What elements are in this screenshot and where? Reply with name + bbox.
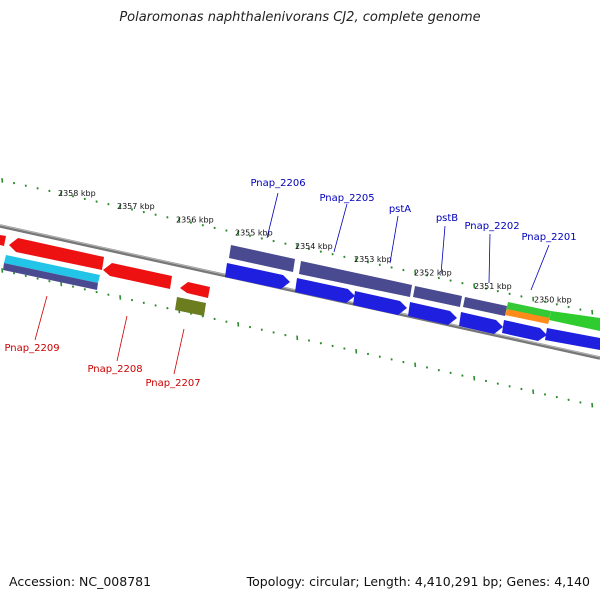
reverse-gene-band	[3, 255, 206, 316]
cds-arrow-reverse[interactable]	[180, 282, 210, 298]
kbp-label: 2350 kbp	[534, 295, 572, 304]
cds-feature-orange[interactable]	[505, 309, 550, 324]
cds-arrow[interactable]	[295, 278, 355, 303]
gene-label[interactable]: Pnap_2202	[464, 221, 519, 232]
cds-arrow[interactable]	[502, 320, 547, 341]
gene-feature-olive[interactable]	[175, 297, 206, 316]
gene-feature[interactable]	[299, 261, 412, 297]
inner-tick-ring	[1, 268, 594, 408]
cds-arrow[interactable]	[459, 312, 503, 334]
cds-arrow[interactable]	[225, 263, 290, 289]
kbp-label: 2356 kbp	[176, 215, 214, 224]
gene-label[interactable]: Pnap_2206	[250, 178, 305, 189]
gene-label[interactable]: pstB	[436, 213, 458, 224]
cds-arrow[interactable]	[408, 302, 457, 325]
gene-label[interactable]: pstA	[389, 204, 411, 215]
gene-feature-green[interactable]	[549, 311, 600, 331]
kbp-label: 2351 kbp	[474, 282, 512, 291]
gene-feature-green[interactable]	[506, 302, 551, 319]
outer-tick-ring	[1, 178, 594, 315]
accession-text: Accession: NC_008781	[9, 574, 152, 589]
kbp-label: 2352 kbp	[414, 268, 452, 277]
gene-labels: Pnap_2206 Pnap_2205 pstA pstB Pnap_2202 …	[4, 178, 576, 389]
gene-label[interactable]: Pnap_2207	[145, 378, 200, 389]
kbp-label: 2358 kbp	[58, 189, 96, 198]
map-title: Polaromonas naphthalenivorans CJ2, compl…	[119, 10, 481, 25]
cds-arrow[interactable]	[545, 328, 600, 350]
genome-summary-text: Topology: circular; Length: 4,410,291 bp…	[246, 574, 590, 589]
cds-arrow-reverse[interactable]	[103, 263, 172, 289]
kbp-label: 2353 kbp	[354, 255, 392, 264]
gene-label[interactable]: Pnap_2209	[4, 343, 59, 354]
gene-feature[interactable]	[413, 286, 462, 307]
gene-feature[interactable]	[463, 297, 507, 316]
reverse-cds-band	[0, 235, 210, 298]
gene-label[interactable]: Pnap_2205	[319, 193, 374, 204]
forward-gene-band	[229, 245, 600, 331]
kbp-label: 2355 kbp	[235, 228, 273, 237]
gene-feature-cyan[interactable]	[4, 255, 100, 283]
kbp-label: 2357 kbp	[117, 202, 155, 211]
kbp-labels: 2358 kbp 2357 kbp 2356 kbp 2355 kbp 2354 kbp…	[58, 189, 572, 304]
gene-feature[interactable]	[3, 263, 98, 290]
cds-arrow-reverse[interactable]	[0, 235, 6, 246]
cds-arrow-reverse[interactable]	[9, 238, 104, 270]
kbp-label: 2354 kbp	[295, 242, 333, 251]
gene-label[interactable]: Pnap_2208	[87, 364, 142, 375]
cds-arrow[interactable]	[353, 291, 407, 315]
forward-cds-band	[225, 263, 600, 350]
gene-feature[interactable]	[229, 245, 295, 272]
label-leaders	[34, 192, 550, 375]
gene-label[interactable]: Pnap_2201	[521, 232, 576, 243]
